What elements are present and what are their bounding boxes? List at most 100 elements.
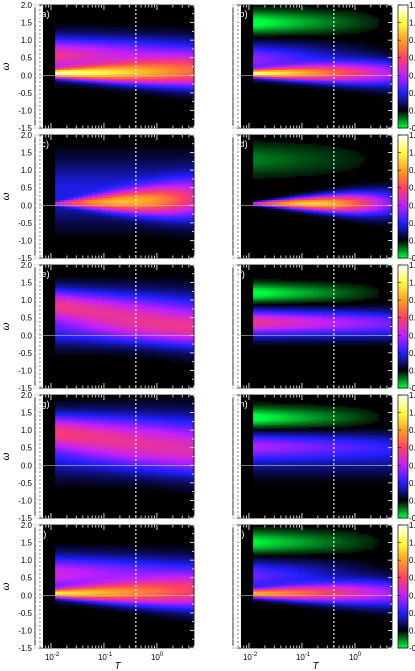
x-tick-label: 10-2 bbox=[45, 652, 60, 662]
colorbar-tick-label: 0.2 bbox=[409, 479, 415, 488]
y-tick-label: 1.0 bbox=[21, 36, 33, 45]
low-temperature-blank bbox=[35, 5, 43, 128]
y-axis-label: ω bbox=[1, 62, 12, 70]
y-tick-label: 1.0 bbox=[21, 426, 33, 435]
colorbar-tick-label: 1.2 bbox=[409, 261, 415, 270]
panel-f: (f) bbox=[232, 264, 393, 389]
x-axis-label: T bbox=[312, 661, 319, 671]
y-axis-label: ω bbox=[1, 452, 12, 460]
low-temperature-blank bbox=[35, 525, 43, 648]
x-ticks bbox=[34, 264, 195, 389]
y-tick-label: 0.0 bbox=[21, 201, 33, 210]
colorbar-tick-label: 0.0 bbox=[409, 236, 415, 245]
low-temperature-blank bbox=[233, 525, 241, 648]
y-tick-label: -0.5 bbox=[18, 89, 32, 98]
x-tick-labels: 10-2 10-1 100 bbox=[243, 652, 362, 662]
colorbar-tick-label: 0.0 bbox=[409, 366, 415, 375]
colorbar-tick-label: 1.0 bbox=[409, 19, 415, 28]
y-tick-label: -0.5 bbox=[18, 479, 32, 488]
colorbar-tick-label: 0.6 bbox=[409, 444, 415, 453]
panel-j: (j) bbox=[232, 524, 393, 649]
low-temperature-blank bbox=[233, 135, 241, 258]
colorbar-tick-label: 0.8 bbox=[409, 296, 415, 305]
colorbar-tick-label: 0.8 bbox=[409, 556, 415, 565]
y-tick-label: 1.5 bbox=[21, 539, 33, 548]
y-tick-label: -1.5 bbox=[18, 514, 32, 523]
colorbar-tick-label: 0.4 bbox=[409, 591, 415, 600]
y-tick-label: 0.5 bbox=[21, 574, 33, 583]
y-tick-label: 1.0 bbox=[21, 556, 33, 565]
x-ticks bbox=[232, 394, 393, 519]
colorbar-tick-label: 1.2 bbox=[409, 391, 415, 400]
colorbar-tick-label: -0.2 bbox=[409, 384, 415, 393]
colorbar: 1.2 1.0 0.8 0.6 0.4 0.2 0.0 -0.2 bbox=[397, 391, 415, 523]
x-ticks bbox=[34, 524, 195, 649]
colorbar-tick-label: 0.2 bbox=[409, 609, 415, 618]
colorbar-tick-label: -0.2 bbox=[409, 254, 415, 263]
y-tick-label: 1.5 bbox=[21, 149, 33, 158]
colorbar-tick-label: 0.6 bbox=[409, 314, 415, 323]
y-tick-label: 1.5 bbox=[21, 279, 33, 288]
x-ticks bbox=[34, 4, 195, 129]
y-tick-labels: 2.0 1.5 1.0 0.5 0.0 -0.5 -1.0 -1.5 bbox=[18, 1, 32, 133]
heatmap-cells bbox=[55, 24, 195, 101]
panel-label: (c) bbox=[38, 139, 49, 150]
colorbar-tick-label: 0.4 bbox=[409, 71, 415, 80]
x-tick-label: 10-1 bbox=[98, 652, 113, 662]
x-ticks bbox=[34, 394, 195, 519]
x-tick-labels: 10-2 10-1 100 bbox=[45, 652, 164, 662]
colorbar-tick-label: 1.2 bbox=[409, 1, 415, 10]
y-tick-label: -1.5 bbox=[18, 384, 32, 393]
low-temperature-blank bbox=[35, 135, 43, 258]
low-temperature-blank bbox=[233, 395, 241, 518]
colorbar: 1.2 1.0 0.8 0.6 0.4 0.2 0.0 -0.2 bbox=[397, 521, 415, 653]
colorbar-tick-label: 0.8 bbox=[409, 426, 415, 435]
colorbar: 1.2 1.0 0.8 0.6 0.4 0.2 0.0 -0.2 bbox=[397, 1, 415, 133]
y-tick-label: -0.5 bbox=[18, 219, 32, 228]
colorbar-tick-label: 0.4 bbox=[409, 461, 415, 470]
heatmap-cells bbox=[253, 279, 393, 347]
panel-label: (b) bbox=[236, 9, 248, 20]
colorbar-tick-label: 0.4 bbox=[409, 201, 415, 210]
panel-e: (e) 2.0 1.5 1.0 0.5 0.0 -0.5 -1.0 -1.5 ω bbox=[1, 261, 195, 393]
heatmap-cells bbox=[55, 277, 195, 364]
panel-label: (d) bbox=[236, 139, 248, 150]
y-tick-label: 0.5 bbox=[21, 314, 33, 323]
panel-i: (i) 2.0 1.5 1.0 0.5 0.0 -0.5 -1.0 -1.5 ω bbox=[1, 521, 195, 653]
panel-a: (a) 2.0 1.5 1.0 0.5 0.0 -0.5 -1.0 -1.5 ω bbox=[1, 1, 195, 133]
panel-label: (g) bbox=[38, 399, 50, 410]
heatmap-cells bbox=[55, 396, 195, 494]
panel-d: (d) bbox=[232, 134, 393, 259]
y-tick-label: 0.0 bbox=[21, 71, 33, 80]
y-tick-label: 0.5 bbox=[21, 444, 33, 453]
colorbar-tick-label: 1.0 bbox=[409, 539, 415, 548]
colorbar-tick-label: 1.2 bbox=[409, 521, 415, 530]
x-ticks bbox=[232, 524, 393, 649]
x-ticks bbox=[232, 4, 393, 129]
x-axis-label: T bbox=[114, 661, 121, 671]
panel-label: (f) bbox=[236, 269, 245, 280]
panel-label: (a) bbox=[38, 9, 50, 20]
y-tick-label: 0.5 bbox=[21, 54, 33, 63]
y-tick-label: -0.5 bbox=[18, 609, 32, 618]
panel-g: (g) 2.0 1.5 1.0 0.5 0.0 -0.5 -1.0 -1.5 ω bbox=[1, 391, 195, 523]
y-tick-label: 2.0 bbox=[21, 261, 33, 270]
y-tick-label: 1.0 bbox=[21, 296, 33, 305]
heatmap-cells bbox=[253, 526, 393, 617]
panel-label: (h) bbox=[236, 399, 248, 410]
y-tick-label: 1.5 bbox=[21, 19, 33, 28]
colorbar-tick-label: 1.0 bbox=[409, 409, 415, 418]
colorbar-tick-label: -0.2 bbox=[409, 644, 415, 653]
colorbar-tick-label: 0.0 bbox=[409, 106, 415, 115]
colorbar-tick-label: 0.6 bbox=[409, 574, 415, 583]
heatmap-cells bbox=[55, 147, 195, 240]
y-tick-label: 2.0 bbox=[21, 521, 33, 530]
y-tick-labels: 2.0 1.5 1.0 0.5 0.0 -0.5 -1.0 -1.5 bbox=[18, 261, 32, 393]
colorbar: 1.2 1.0 0.8 0.6 0.4 0.2 0.0 -0.2 bbox=[397, 261, 415, 393]
y-tick-labels: 2.0 1.5 1.0 0.5 0.0 -0.5 -1.0 -1.5 bbox=[18, 391, 32, 523]
panel-label: (j) bbox=[236, 529, 244, 540]
y-tick-label: -1.5 bbox=[18, 254, 32, 263]
y-tick-label: -1.0 bbox=[18, 496, 32, 505]
y-tick-label: 0.0 bbox=[21, 591, 33, 600]
x-tick-label: 10-1 bbox=[296, 652, 311, 662]
